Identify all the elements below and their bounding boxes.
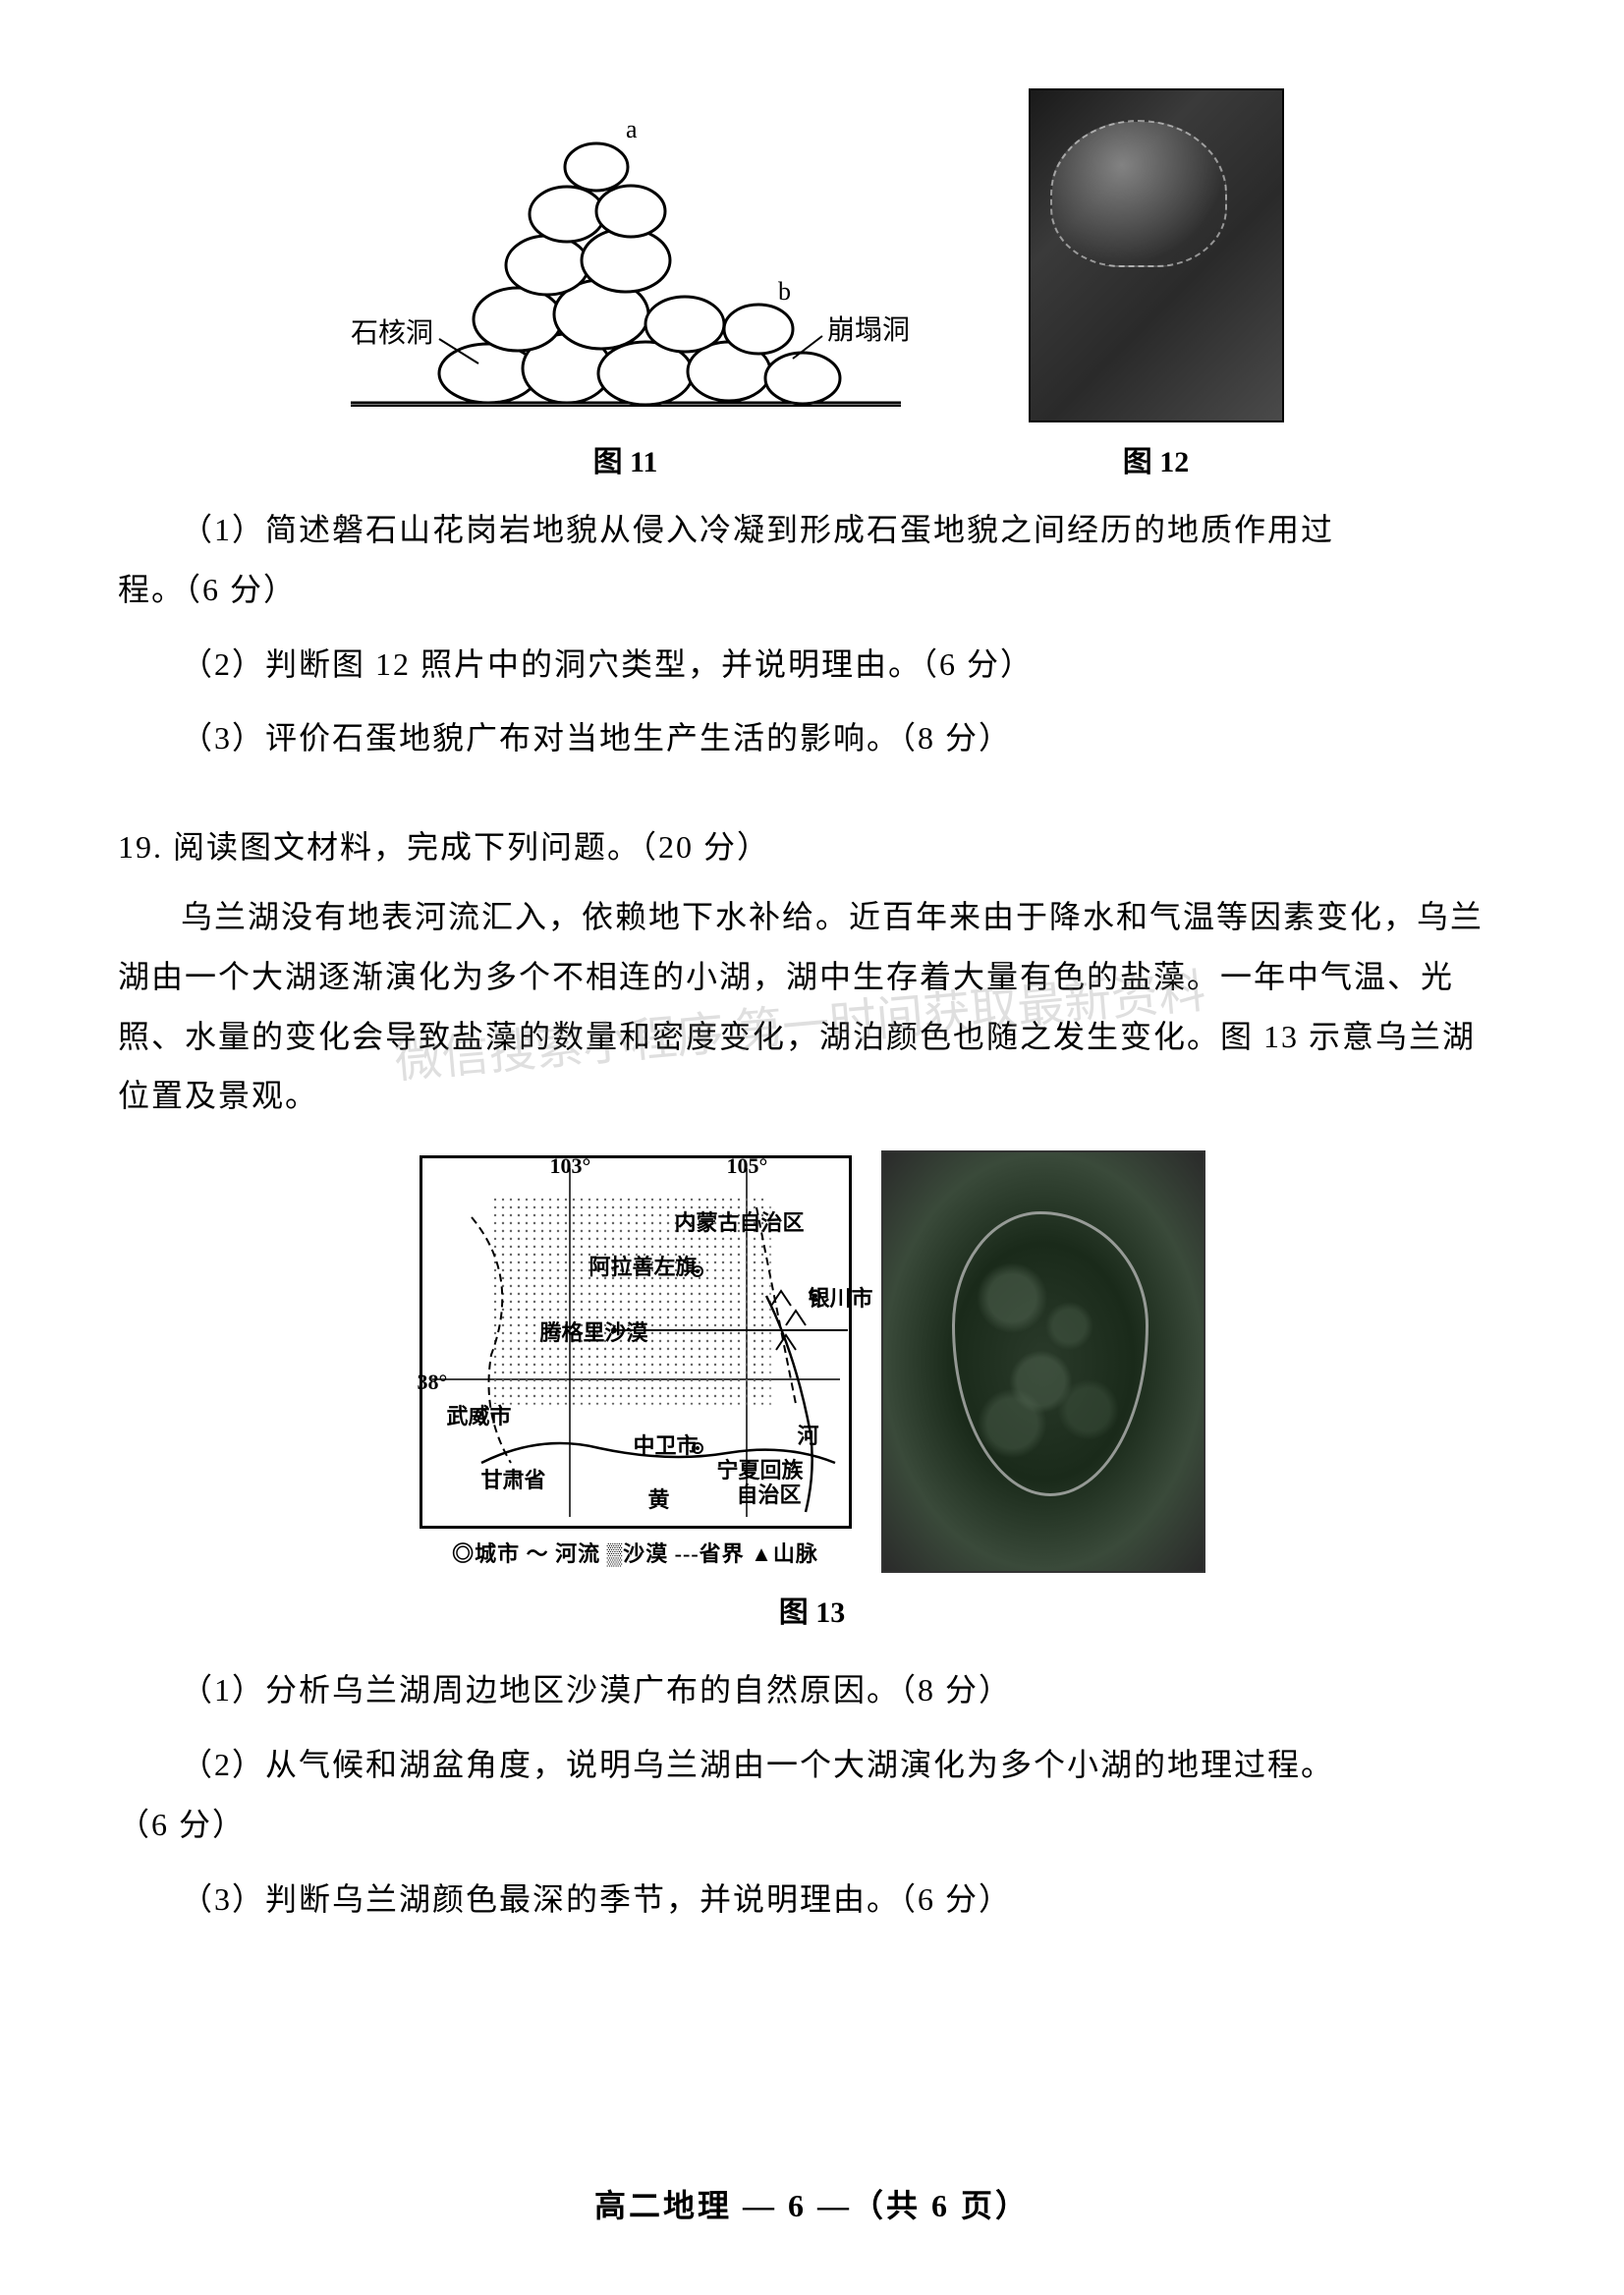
q18-sub3: （3）评价石蛋地貌广布对当地生产生活的影响。（8 分） [118, 708, 1506, 768]
map-huang: 黄 [648, 1483, 670, 1514]
figure-11-caption: 图 11 [593, 437, 658, 480]
page-footer: 高二地理 — 6 —（共 6 页） [0, 2181, 1624, 2226]
figure-11-label-b: b [778, 277, 791, 306]
map-yinchuan: 银川市 [808, 1281, 872, 1313]
figure-13-caption: 图 13 [118, 1588, 1506, 1631]
figure-12-photo [1029, 88, 1284, 422]
map-tenggeli: 腾格里沙漠 [540, 1315, 648, 1347]
map-he: 河 [797, 1419, 818, 1450]
figure-11-block: a b 石核洞 崩塌洞 图 11 [341, 108, 911, 480]
figures-11-12-row: a b 石核洞 崩塌洞 图 11 图 12 [118, 88, 1506, 480]
figure-13-container: 103° 105° 38° [118, 1150, 1506, 1573]
q19-sub2-cont: （6 分） [118, 1795, 1506, 1855]
figure-11-label-right: 崩塌洞 [827, 314, 910, 346]
q19-sub2: （2）从气候和湖盆角度，说明乌兰湖由一个大湖演化为多个小湖的地理过程。 [118, 1735, 1506, 1795]
q19-sub1: （1）分析乌兰湖周边地区沙漠广布的自然原因。（8 分） [118, 1660, 1506, 1720]
q18-sub1-cont: 程。（6 分） [118, 560, 1506, 620]
map-wuwei: 武威市 [447, 1399, 512, 1430]
figure-11-label-left: 石核洞 [351, 317, 433, 349]
q18-sub1: （1）简述磐石山花岗岩地貌从侵入冷凝到形成石蛋地貌之间经历的地质作用过 [118, 500, 1506, 560]
q19-sub3: （3）判断乌兰湖颜色最深的季节，并说明理由。（6 分） [118, 1870, 1506, 1930]
map-neimeng: 内蒙古自治区 [674, 1205, 804, 1237]
map-ningxia2: 自治区 [737, 1478, 802, 1509]
q18-sub2: （2）判断图 12 照片中的洞穴类型，并说明理由。（6 分） [118, 635, 1506, 695]
map-zhongwei: 中卫市 [634, 1428, 699, 1460]
map-alashan: 阿拉善左旗 [589, 1250, 698, 1281]
figure-13-map-block: 103° 105° 38° [420, 1155, 852, 1568]
figure-12-block: 图 12 [1029, 88, 1284, 480]
figure-13-legend: ◎城市 〜 河流 ▒沙漠 ---省界 ▲山脉 [420, 1537, 852, 1568]
figure-11-label-a: a [626, 115, 638, 143]
figure-11-svg: a b 石核洞 崩塌洞 [341, 108, 911, 422]
q19-passage: 乌兰湖没有地表河流汇入，依赖地下水补给。近百年来由于降水和气温等因素变化，乌兰湖… [118, 887, 1506, 1126]
q19-intro: 19. 阅读图文材料，完成下列问题。（20 分） [118, 817, 1506, 877]
figure-12-caption: 图 12 [1123, 437, 1190, 480]
figure-13-lake-photo [881, 1150, 1205, 1573]
map-gansu: 甘肃省 [481, 1463, 546, 1494]
figure-13-map: 103° 105° 38° [420, 1155, 852, 1529]
